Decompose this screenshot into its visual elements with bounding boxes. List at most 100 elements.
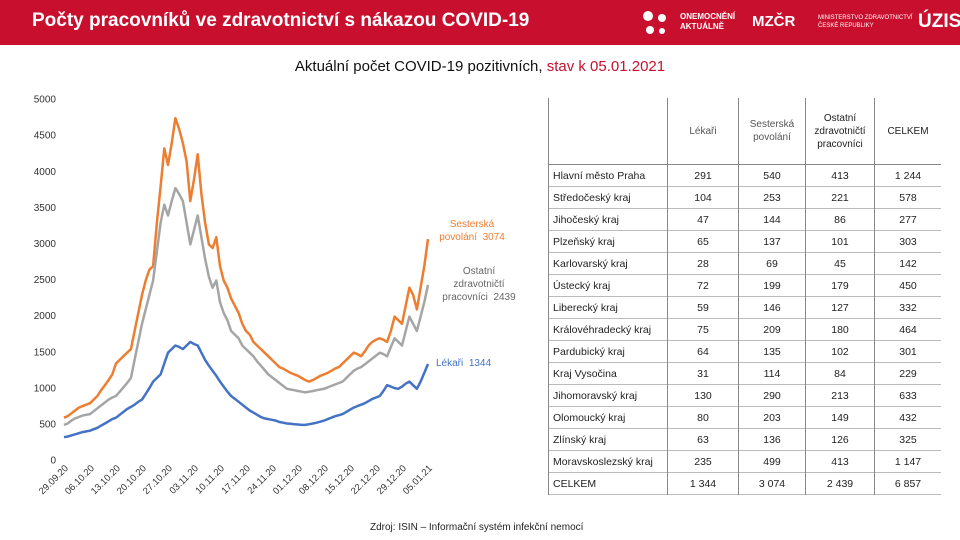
source: Zdroj: ISIN – Informační systém infekční…	[370, 522, 584, 533]
table-row: Zlínský kraj 63 136 126 325	[548, 428, 941, 451]
value-cell: 221	[805, 186, 875, 209]
value-cell: 3 074	[738, 472, 806, 495]
value-cell: 277	[874, 208, 941, 231]
value-cell: 413	[805, 164, 875, 187]
y-tick-label: 4000	[34, 167, 57, 178]
value-cell: 72	[667, 274, 739, 297]
value-cell: 499	[738, 450, 806, 473]
value-cell: 1 244	[874, 164, 941, 187]
value-cell: 413	[805, 450, 875, 473]
value-cell: 31	[667, 362, 739, 385]
region-cell: Hlavní město Praha	[548, 164, 668, 187]
value-cell: 144	[738, 208, 806, 231]
series-end-value: 1344	[468, 358, 492, 369]
table-row: Karlovarský kraj 28 69 45 142	[548, 252, 941, 275]
value-cell: 101	[805, 230, 875, 253]
value-cell: 127	[805, 296, 875, 319]
value-cell: 126	[805, 428, 875, 451]
value-cell: 86	[805, 208, 875, 231]
value-cell: 1 147	[874, 450, 941, 473]
value-cell: 332	[874, 296, 941, 319]
y-tick-label: 2000	[34, 311, 57, 322]
logo-text: ONEMOCNĚNÍ AKTUÁLNĚ	[680, 12, 735, 32]
logo-text: MZČR	[752, 13, 796, 30]
region-cell: Královéhradecký kraj	[548, 318, 668, 341]
table-row: Hlavní město Praha 291 540 413 1 244	[548, 164, 941, 187]
region-cell: Kraj Vysočina	[548, 362, 668, 385]
y-tick-label: 4500	[34, 131, 57, 142]
series-line	[63, 116, 430, 419]
value-cell: 6 857	[874, 472, 941, 495]
subtitle-text: Aktuální počet COVID-19 pozitivních,	[294, 58, 547, 75]
value-cell: 64	[667, 340, 739, 363]
table-row: Moravskoslezský kraj 235 499 413 1 147	[548, 450, 941, 473]
series-end-value: 2439	[493, 292, 516, 303]
value-cell: 84	[805, 362, 875, 385]
series-line	[63, 186, 430, 427]
region-cell: Liberecký kraj	[548, 296, 668, 319]
series-line	[63, 340, 430, 439]
value-cell: 180	[805, 318, 875, 341]
value-cell: 235	[667, 450, 739, 473]
value-cell: 578	[874, 186, 941, 209]
value-cell: 209	[738, 318, 806, 341]
header-cell: CELKEM	[874, 98, 941, 165]
value-cell: 1 344	[667, 472, 739, 495]
table-row: Liberecký kraj 59 146 127 332	[548, 296, 941, 319]
value-cell: 59	[667, 296, 739, 319]
header-cell: Lékaři	[667, 98, 739, 165]
value-cell: 130	[667, 384, 739, 407]
table-row: Kraj Vysočina 31 114 84 229	[548, 362, 941, 385]
table-header: Lékaři Sesterská povolání Ostatní zdravotn…	[548, 98, 941, 165]
header-cell: Ostatní zdravotničtí pracovníci	[805, 98, 875, 165]
region-cell: CELKEM	[548, 472, 668, 495]
value-cell: 325	[874, 428, 941, 451]
series-end-value: 3074	[482, 232, 505, 243]
logo-icon	[643, 11, 666, 34]
value-cell: 80	[667, 406, 739, 429]
table-row: Olomoucký kraj 80 203 149 432	[548, 406, 941, 429]
value-cell: 301	[874, 340, 941, 363]
value-cell: 146	[738, 296, 806, 319]
series-label: Sesterská povolání 3074	[432, 218, 512, 244]
subtitle-highlight: stav k 05.01.2021	[546, 58, 666, 75]
value-cell: 69	[738, 252, 806, 275]
series-label: Ostatní zdravotničtí pracovníci 2439	[440, 265, 518, 304]
header-cell	[548, 98, 668, 165]
table-row: CELKEM 1 344 3 074 2 439 6 857	[548, 472, 941, 495]
value-cell: 135	[738, 340, 806, 363]
table-row: Jihomoravský kraj 130 290 213 633	[548, 384, 941, 407]
region-cell: Plzeňský kraj	[548, 230, 668, 253]
series-label: Lékaři 1344	[436, 357, 491, 370]
value-cell: 199	[738, 274, 806, 297]
series-name: Sesterská povolání	[439, 219, 495, 243]
y-tick-label: 1500	[34, 347, 57, 358]
region-cell: Jihočeský kraj	[548, 208, 668, 231]
y-tick-label: 0	[50, 456, 56, 467]
value-cell: 179	[805, 274, 875, 297]
region-cell: Zlínský kraj	[548, 428, 668, 451]
table-row: Plzeňský kraj 65 137 101 303	[548, 230, 941, 253]
value-cell: 63	[667, 428, 739, 451]
logo-text: ONEMOCNĚNÍ	[680, 12, 736, 21]
y-tick-label: 1000	[34, 383, 57, 394]
value-cell: 253	[738, 186, 806, 209]
value-cell: 450	[874, 274, 941, 297]
y-tick-label: 500	[39, 420, 56, 431]
header-bar	[0, 0, 960, 45]
logo-text: MINISTERSTVO ZDRAVOTNICTVÍ ČESKÉ REPUBLIK…	[818, 14, 913, 30]
series-name: Lékaři	[436, 358, 464, 369]
logo-text: ČESKÉ REPUBLIKY	[818, 23, 874, 29]
region-cell: Olomoucký kraj	[548, 406, 668, 429]
value-cell: 45	[805, 252, 875, 275]
value-cell: 142	[874, 252, 941, 275]
table-row: Ústecký kraj 72 199 179 450	[548, 274, 941, 297]
region-cell: Karlovarský kraj	[548, 252, 668, 275]
header-cell: Sesterská povolání	[738, 98, 806, 165]
data-table: Lékaři Sesterská povolání Ostatní zdravotn…	[548, 98, 941, 495]
slide-title: Počty pracovníků ve zdravotnictví s náka…	[32, 10, 530, 31]
value-cell: 464	[874, 318, 941, 341]
value-cell: 104	[667, 186, 739, 209]
table-row: Jihočeský kraj 47 144 86 277	[548, 208, 941, 231]
